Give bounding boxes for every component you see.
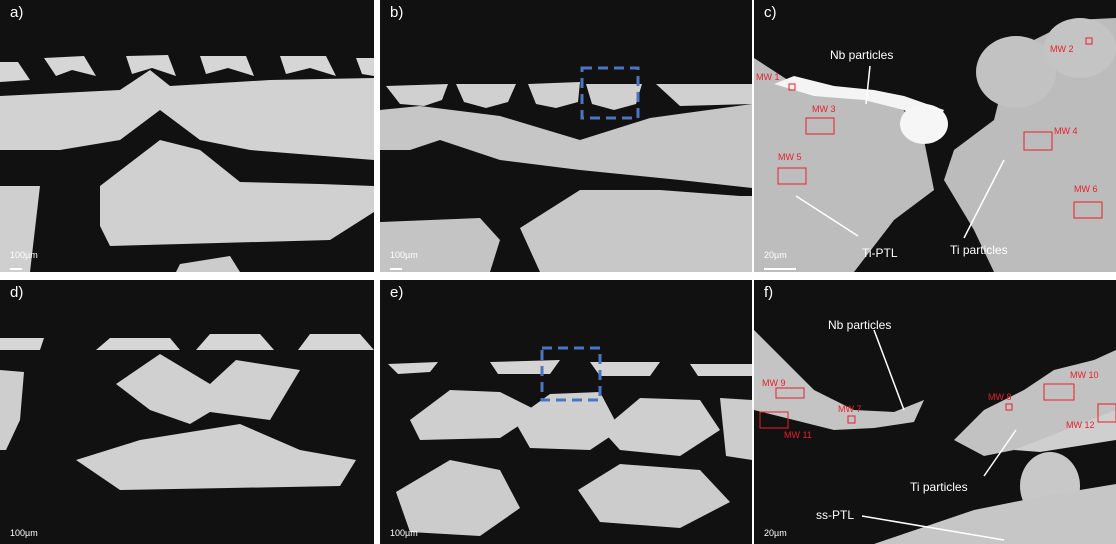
scale-bar-label: 20µm [764,528,787,538]
scale-bar [10,268,22,270]
mw-11-label: MW 11 [784,430,812,440]
panel-label: f) [764,284,774,301]
panel-b: b) 100µm [380,0,752,272]
micrograph-d [0,334,374,490]
micrograph-b [380,66,752,272]
panel-label: e) [390,284,404,301]
nb-particles-label: Nb particles [830,48,894,62]
ti-particles-label: Ti particles [950,243,1008,257]
micrograph-e [388,346,752,536]
mw-5-label: MW 5 [778,152,802,162]
micrograph-a [0,55,374,272]
mw-1-label: MW 1 [756,72,780,82]
micrograph-c [754,18,1116,272]
mw-3-label: MW 3 [812,104,836,114]
panel-e: e) 100µm [380,280,752,544]
mw-9-label: MW 9 [762,378,786,388]
micrograph-f [754,329,1116,544]
panel-a: a) 100µm [0,0,374,272]
panel-label: a) [10,4,24,21]
panel-label: c) [764,4,777,21]
mw-8-label: MW 8 [988,392,1012,402]
scale-bar-label: 100µm [10,528,38,538]
panel-label: b) [390,4,404,21]
mw-7-label: MW 7 [838,404,862,414]
scale-bar-label: 100µm [390,250,418,260]
panel-d: d) 100µm [0,280,374,544]
panel-f: f) Nb particles Ti particles ss-PTL MW 7… [754,280,1116,544]
nb-particles-label: Nb particles [828,318,892,332]
scale-bar-label: 20µm [764,250,787,260]
mw-4-label: MW 4 [1054,126,1078,136]
scale-bar [764,268,796,270]
mw-12-label: MW 12 [1066,420,1095,430]
ti-particles-label: Ti particles [910,480,968,494]
ss-ptl-label: ss-PTL [816,508,855,522]
ti-ptl-label: Ti-PTL [862,246,898,260]
scale-bar-label: 100µm [10,250,38,260]
scale-bar-label: 100µm [390,528,418,538]
panel-label: d) [10,284,24,301]
panel-c: c) Nb particles Ti particles Ti-PTL MW 1… [754,0,1116,272]
scale-bar [390,268,402,270]
mw-6-label: MW 6 [1074,184,1098,194]
mw-10-label: MW 10 [1070,370,1099,380]
mw-2-label: MW 2 [1050,44,1074,54]
